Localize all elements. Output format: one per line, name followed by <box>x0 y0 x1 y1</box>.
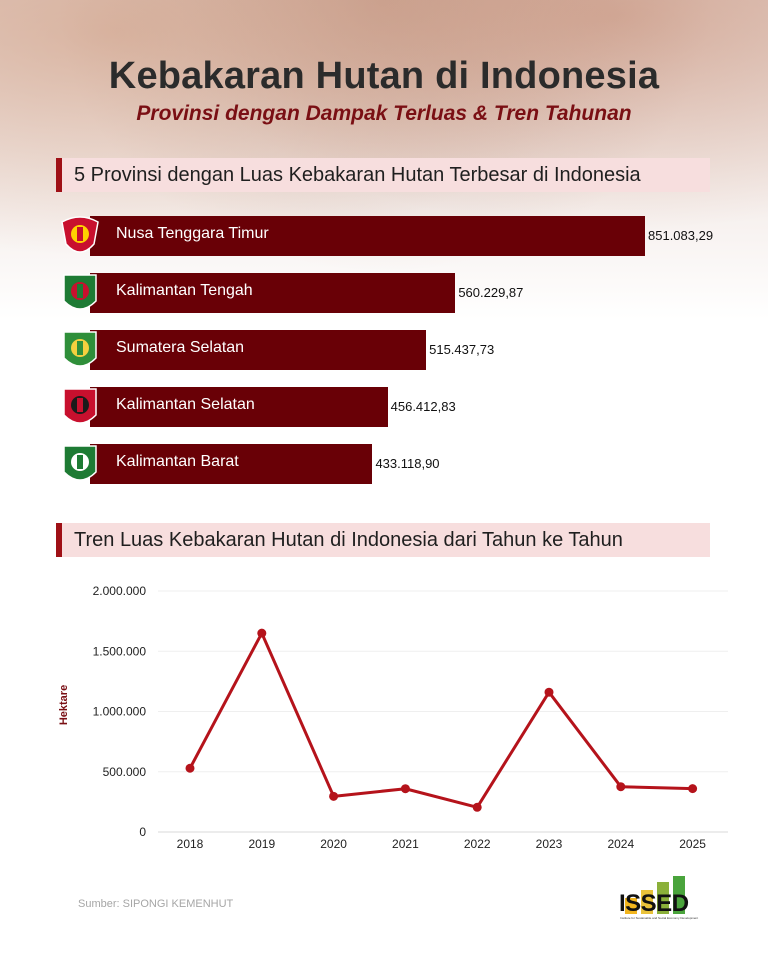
data-point <box>185 763 195 773</box>
data-point <box>472 802 482 812</box>
logo-tagline: Institute for Sustainable and Social Eco… <box>620 916 699 920</box>
page-title: Kebakaran Hutan di Indonesia <box>108 55 660 97</box>
data-point <box>329 791 339 801</box>
logo-text: ISSED <box>619 890 689 917</box>
kalsel-emblem-icon <box>63 388 97 424</box>
bar-chart-title: 5 Provinsi dengan Luas Kebakaran Hutan T… <box>56 158 710 192</box>
bar <box>90 330 427 370</box>
bar-category-label: Nusa Tenggara Timur <box>116 225 269 242</box>
y-tick-label: 500.000 <box>103 765 147 779</box>
bar-value-label: 560.229,87 <box>458 285 524 300</box>
x-tick-label: 2021 <box>392 837 419 851</box>
kalbar-emblem-icon <box>63 445 97 481</box>
sumsel-emblem-icon <box>63 331 97 367</box>
line-chart: 0 500.000 1.000.000 1.500.000 2.000.000 2018… <box>58 584 728 851</box>
x-tick-label: 2023 <box>536 837 563 851</box>
data-point <box>616 782 626 792</box>
bar-category-label: Kalimantan Tengah <box>116 282 253 299</box>
bar-value-label: 515.437,73 <box>429 342 495 357</box>
kalteng-emblem-icon <box>63 274 97 310</box>
x-tick-label: 2020 <box>320 837 347 851</box>
y-tick-label: 0 <box>139 825 146 839</box>
x-tick-label: 2022 <box>464 837 491 851</box>
data-point <box>688 784 698 794</box>
bar <box>90 273 456 313</box>
line-chart-title: Tren Luas Kebakaran Hutan di Indonesia d… <box>56 523 710 557</box>
source-note: Sumber: SIPONGI KEMENHUT <box>78 898 234 910</box>
issed-bar-chart-logo-icon <box>625 876 685 914</box>
bar-category-label: Kalimantan Barat <box>116 453 239 470</box>
data-point <box>257 628 267 638</box>
issed-logo: ISSED Institute for Sustainable and Soci… <box>619 874 699 920</box>
bar <box>90 387 388 427</box>
x-tick-label: 2025 <box>679 837 706 851</box>
y-tick-label: 1.500.000 <box>93 644 147 658</box>
data-point <box>544 687 554 697</box>
y-axis-label: Hektare <box>58 685 70 725</box>
page-subtitle: Provinsi dengan Dampak Terluas & Tren Ta… <box>136 102 632 125</box>
bar <box>90 216 645 256</box>
bar-value-label: 851.083,29 <box>648 228 714 243</box>
bar <box>90 444 373 484</box>
x-tick-label: 2024 <box>607 837 634 851</box>
data-point <box>400 784 410 794</box>
series-line <box>188 631 693 809</box>
x-tick-label: 2019 <box>248 837 275 851</box>
bar-category-label: Sumatera Selatan <box>116 339 245 356</box>
bar-category-label: Kalimantan Selatan <box>116 396 255 413</box>
bar-value-label: 456.412,83 <box>390 399 456 414</box>
y-tick-label: 2.000.000 <box>93 584 147 598</box>
y-tick-label: 1.000.000 <box>93 705 147 719</box>
ntt-emblem-icon <box>61 216 99 253</box>
x-tick-label: 2018 <box>177 837 204 851</box>
bar-value-label: 433.118,90 <box>375 456 440 471</box>
